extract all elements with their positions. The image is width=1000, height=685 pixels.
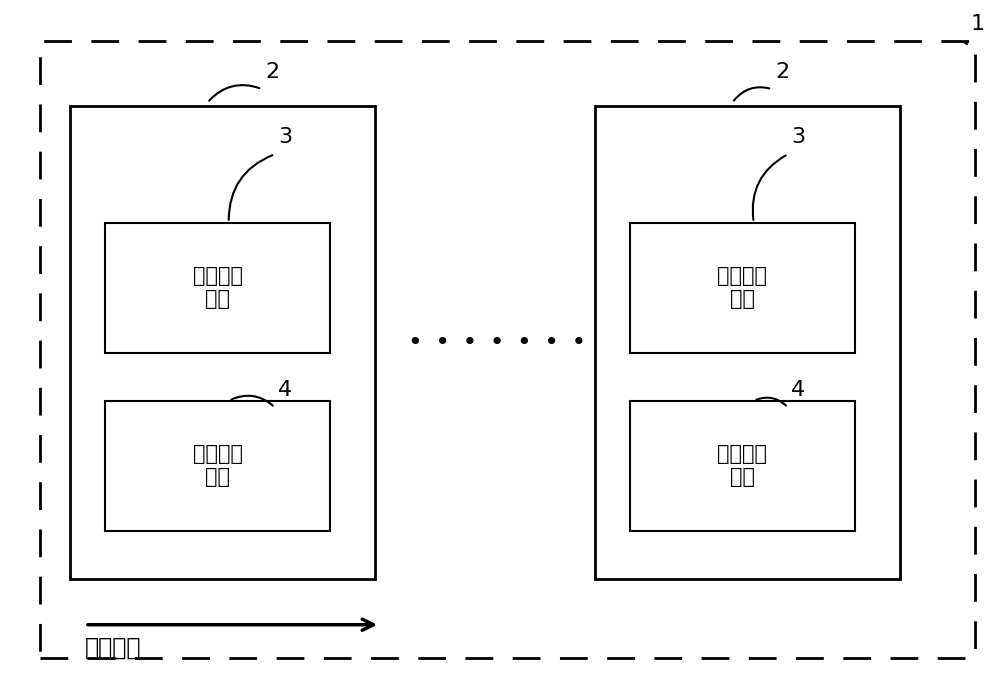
Text: 2: 2 — [265, 62, 279, 82]
Bar — [595, 106, 900, 579]
Text: 第一目标
裸片: 第一目标 裸片 — [718, 266, 768, 310]
Text: 1: 1 — [971, 14, 985, 34]
Bar — [630, 223, 855, 353]
Text: 第二目标
裸片: 第二目标 裸片 — [718, 444, 768, 488]
Text: 第二目标
裸片: 第二目标 裸片 — [193, 444, 243, 488]
Text: 4: 4 — [791, 380, 805, 401]
Text: 第一方向: 第一方向 — [85, 635, 142, 660]
Text: 第一目标
裸片: 第一目标 裸片 — [193, 266, 243, 310]
Bar — [70, 106, 375, 579]
Bar — [630, 401, 855, 531]
Text: • • • • • • •: • • • • • • • — [408, 330, 586, 355]
Text: 3: 3 — [278, 127, 292, 147]
Bar — [105, 401, 330, 531]
Text: 4: 4 — [278, 380, 292, 401]
Text: 3: 3 — [791, 127, 805, 147]
Bar — [105, 223, 330, 353]
Text: 2: 2 — [775, 62, 789, 82]
